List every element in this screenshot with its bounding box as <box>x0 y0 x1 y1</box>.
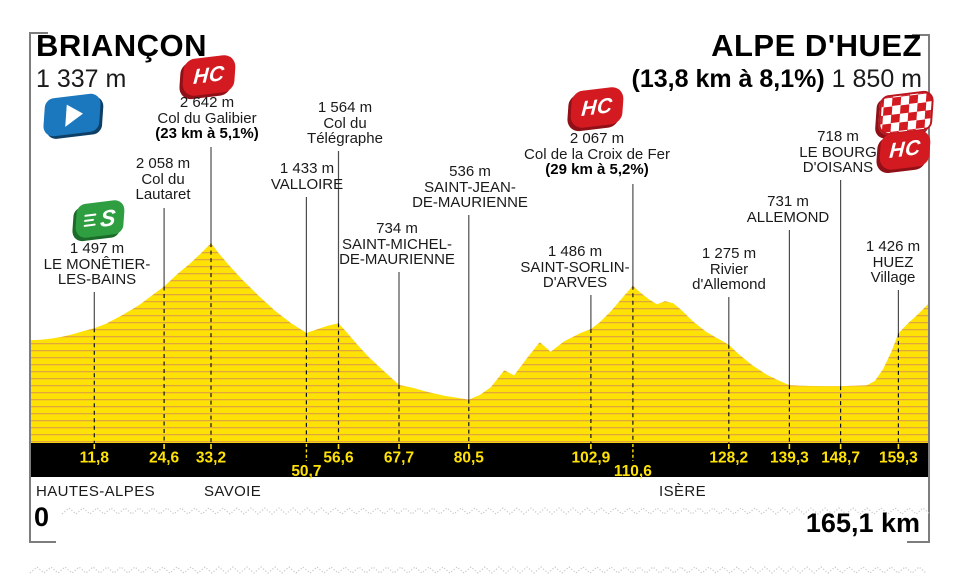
landmark-label: 536 m SAINT-JEAN- DE-MAURIENNE <box>412 164 528 211</box>
finish-details: (13,8 km à 8,1%) 1 850 m <box>632 65 922 94</box>
landmark-climb-stats: (23 km à 5,1%) <box>155 125 259 142</box>
landmark-elevation: 731 m <box>767 193 809 210</box>
landmark-label: 1 497 m LE MONÊTIER- LES-BAINS <box>44 241 151 288</box>
landmark-name: Télégraphe <box>307 130 383 147</box>
km-marker: 128,2 <box>709 450 748 467</box>
km-marker: 24,6 <box>149 450 180 467</box>
km-marker: 11,8 <box>80 450 110 467</box>
landmark-elevation: 1 275 m <box>701 245 757 262</box>
landmark-name: d'Allemond <box>692 276 766 293</box>
finish-climb-stats: (13,8 km à 8,1%) <box>631 65 825 93</box>
landmark-label: 2 058 m Col du Lautaret <box>135 156 190 203</box>
km-marker: 80,5 <box>454 450 485 467</box>
landmark-elevation: 2 067 m <box>569 130 625 147</box>
km-marker: 102,9 <box>572 450 611 467</box>
region-label-hautes-alpes: HAUTES-ALPES <box>36 483 155 500</box>
sprint-icon: S <box>74 198 126 240</box>
landmark-elevation: 1 564 m <box>317 99 373 116</box>
landmark-climb-stats: (29 km à 5,2%) <box>545 161 649 178</box>
landmark-elevation: 536 m <box>449 163 491 180</box>
landmark-elevation: 734 m <box>376 220 418 237</box>
landmark-name: ALLEMOND <box>746 208 830 226</box>
left-border <box>29 32 56 543</box>
landmark-label: 1 486 m SAINT-SORLIN- D'ARVES <box>520 244 629 291</box>
km-marker: 50,7 <box>291 463 321 480</box>
finish-city: ALPE D'HUEZ <box>711 28 922 63</box>
landmark-name: HUEZ <box>872 253 914 271</box>
km-marker: 148,7 <box>821 450 860 467</box>
landmark-label: 731 m ALLEMOND <box>747 194 830 225</box>
landmark-elevation: 1 426 m <box>865 238 921 255</box>
km-marker: 110,6 <box>614 463 652 480</box>
start-header: BRIANÇON 1 337 m <box>36 28 207 94</box>
start-elevation: 1 337 m <box>36 65 127 93</box>
landmark-name: Col du <box>141 170 185 188</box>
landmark-name: LE BOURG <box>799 143 877 161</box>
finish-elevation: 1 850 m <box>831 65 922 93</box>
landmark-label: 1 275 m Rivier d'Allemond <box>692 246 766 293</box>
region-label-isere: ISÈRE <box>659 483 707 500</box>
elevation-area <box>30 243 930 443</box>
distance-bar <box>30 443 930 477</box>
landmark-label: 2 642 m Col du Galibier (23 km à 5,1%) <box>155 95 258 142</box>
landmark-label: 1 433 m VALLOIRE <box>271 161 343 192</box>
finish-checkered-flag-icon <box>877 89 935 137</box>
km-marker: 33,2 <box>196 450 226 467</box>
landmark-name: D'ARVES <box>542 274 608 291</box>
landmark-name: Rivier <box>709 260 749 278</box>
landmark-label: 734 m SAINT-MICHEL- DE-MAURIENNE <box>339 221 455 268</box>
landmark-elevation: 718 m <box>817 128 859 145</box>
speed-lines-icon <box>83 213 97 227</box>
play-triangle-icon <box>64 102 84 127</box>
landmark-name: LES-BAINS <box>57 271 137 288</box>
km-marker: 139,3 <box>770 450 809 467</box>
distance-start: 0 <box>34 502 50 532</box>
landmark-name: Col du <box>323 114 367 132</box>
landmark-elevation: 1 433 m <box>279 160 335 177</box>
landmark-name: LE MONÊTIER- <box>43 255 151 273</box>
landmark-label: 1 426 m HUEZ Village <box>866 239 920 286</box>
landmark-elevation: 2 642 m <box>179 94 235 111</box>
region-label-savoie: SAVOIE <box>204 483 262 500</box>
start-flag-icon <box>42 92 102 138</box>
start-city: BRIANÇON <box>36 28 208 63</box>
landmark-label: 2 067 m Col de la Croix de Fer (29 km à 5,… <box>524 131 670 178</box>
landmark-name: SAINT-SORLIN- <box>520 258 630 276</box>
landmark-label: 718 m LE BOURG D'OISANS <box>799 129 877 176</box>
landmark-name: SAINT-MICHEL- <box>341 235 452 253</box>
landmark-name: D'OISANS <box>802 159 874 176</box>
landmark-name: Col du Galibier <box>157 109 257 127</box>
landmark-name: SAINT-JEAN- <box>424 178 516 196</box>
landmark-name: DE-MAURIENNE <box>412 194 528 211</box>
right-border <box>907 34 930 543</box>
landmark-name: VALLOIRE <box>270 175 344 193</box>
landmark-name: Col de la Croix de Fer <box>524 145 670 163</box>
finish-header: ALPE D'HUEZ (13,8 km à 8,1%) 1 850 m <box>632 28 922 94</box>
landmark-name: Village <box>870 269 916 286</box>
zigzag-divider <box>61 507 931 515</box>
landmark-name: DE-MAURIENNE <box>339 251 455 268</box>
km-marker: 159,3 <box>879 450 918 467</box>
landmark-label: 1 564 m Col du Télégraphe <box>307 100 383 147</box>
landmark-name: Lautaret <box>135 186 191 203</box>
landmark-elevation: 2 058 m <box>135 155 191 172</box>
km-marker: 67,7 <box>384 450 414 467</box>
landmark-elevation: 1 486 m <box>547 243 603 260</box>
zigzag-divider <box>29 566 927 574</box>
landmark-elevation: 1 497 m <box>69 240 125 257</box>
distance-total: 165,1 km <box>805 508 920 538</box>
km-marker: 56,6 <box>323 450 354 467</box>
